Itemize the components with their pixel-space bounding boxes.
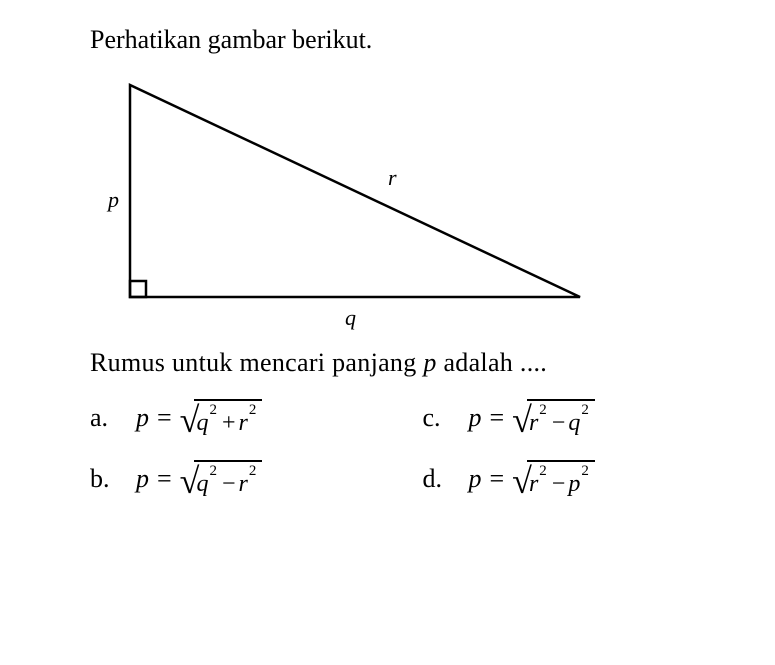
option-d-formula: p = √ r2−p2 xyxy=(469,459,595,498)
term: r xyxy=(238,405,247,441)
term: p xyxy=(568,466,580,502)
radical-sign-icon: √ xyxy=(180,463,200,499)
exp: 2 xyxy=(249,399,257,422)
option-c: c. p = √ r2−q2 xyxy=(423,398,746,437)
option-d-lhs: p xyxy=(469,459,482,498)
equals-sign: = xyxy=(490,398,505,437)
exp: 2 xyxy=(581,460,589,483)
term: q xyxy=(568,405,580,441)
equals-sign: = xyxy=(157,459,172,498)
prompt-prefix: Rumus untuk mencari panjang xyxy=(90,348,423,377)
option-c-lhs: p xyxy=(469,398,482,437)
option-b: b. p = √ q2−r2 xyxy=(90,459,413,498)
option-a-formula: p = √ q2+r2 xyxy=(136,398,262,437)
question-prompt: Rumus untuk mencari panjang p adalah ...… xyxy=(90,343,745,382)
sqrt-icon: √ q2−r2 xyxy=(180,460,263,498)
triangle-diagram: p q r xyxy=(90,67,745,343)
op: − xyxy=(222,466,236,502)
op: + xyxy=(222,405,236,441)
exp: 2 xyxy=(539,399,547,422)
option-d-radicand: r2−p2 xyxy=(527,460,595,498)
option-b-key: b. xyxy=(90,459,118,498)
equals-sign: = xyxy=(490,459,505,498)
right-angle-marker xyxy=(130,281,146,297)
prompt-suffix: adalah .... xyxy=(437,348,547,377)
option-a-radicand: q2+r2 xyxy=(194,399,262,437)
options-grid: a. p = √ q2+r2 c. p = √ r2−q2 b. xyxy=(90,398,745,498)
radical-sign-icon: √ xyxy=(512,463,532,499)
option-a-key: a. xyxy=(90,398,118,437)
exp: 2 xyxy=(539,460,547,483)
radical-sign-icon: √ xyxy=(180,402,200,438)
option-a: a. p = √ q2+r2 xyxy=(90,398,413,437)
option-a-lhs: p xyxy=(136,398,149,437)
exp: 2 xyxy=(209,399,217,422)
triangle-shape xyxy=(130,85,580,297)
label-q: q xyxy=(345,305,356,330)
equals-sign: = xyxy=(157,398,172,437)
question-lead: Perhatikan gambar berikut. xyxy=(90,20,745,59)
option-b-lhs: p xyxy=(136,459,149,498)
option-c-formula: p = √ r2−q2 xyxy=(469,398,595,437)
radical-sign-icon: √ xyxy=(512,402,532,438)
triangle-svg: p q r xyxy=(90,67,595,332)
option-b-formula: p = √ q2−r2 xyxy=(136,459,262,498)
exp: 2 xyxy=(581,399,589,422)
sqrt-icon: √ r2−q2 xyxy=(512,399,595,437)
op: − xyxy=(552,405,566,441)
exp: 2 xyxy=(209,460,217,483)
label-r: r xyxy=(388,165,397,190)
option-c-radicand: r2−q2 xyxy=(527,399,595,437)
sqrt-icon: √ q2+r2 xyxy=(180,399,263,437)
option-d-key: d. xyxy=(423,459,451,498)
term: r xyxy=(238,466,247,502)
option-d: d. p = √ r2−p2 xyxy=(423,459,746,498)
op: − xyxy=(552,466,566,502)
exp: 2 xyxy=(249,460,257,483)
option-c-key: c. xyxy=(423,398,451,437)
sqrt-icon: √ r2−p2 xyxy=(512,460,595,498)
label-p: p xyxy=(106,187,119,212)
prompt-var: p xyxy=(423,348,436,377)
option-b-radicand: q2−r2 xyxy=(194,460,262,498)
